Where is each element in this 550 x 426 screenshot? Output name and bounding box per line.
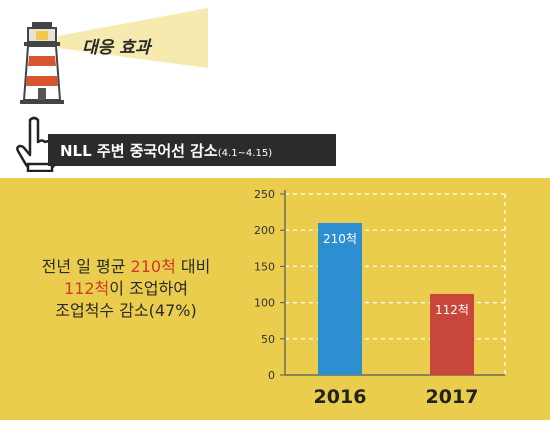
summary-text-part: 전년 일 평균 (41, 257, 131, 276)
summary-highlight-2016: 210척 (130, 257, 176, 276)
summary-highlight-2017: 112척 (64, 279, 110, 298)
title-period: (4.1~4.15) (217, 148, 273, 159)
y-tick-label: 100 (254, 297, 275, 310)
y-tick-label: 0 (268, 369, 275, 382)
y-tick-label: 250 (254, 188, 275, 201)
bar-2017 (430, 293, 474, 375)
summary-line-1: 전년 일 평균 210척 대비 (10, 256, 242, 278)
lighthouse-icon (20, 22, 64, 104)
summary-text: 전년 일 평균 210척 대비 112척이 조업하여 조업척수 감소(47%) (10, 256, 242, 322)
data-label: 112척 (435, 303, 469, 317)
summary-text-part: 이 조업하여 (109, 279, 188, 298)
x-tick-label: 2017 (426, 386, 479, 408)
summary-text-part: 대비 (175, 257, 211, 276)
x-tick-label: 2016 (314, 386, 367, 408)
title-main: NLL 주변 중국어선 감소 (60, 142, 218, 160)
y-tick-label: 150 (254, 260, 275, 273)
light-beam-icon (58, 8, 208, 68)
bar-2016 (318, 222, 362, 375)
bottom-strip (0, 420, 550, 426)
data-label: 210척 (323, 232, 357, 246)
title-text: NLL 주변 중국어선 감소(4.1~4.15) (60, 140, 272, 161)
header-area: 대응 효과 NLL 주변 중국어선 감소(4.1~4.15) (0, 0, 550, 178)
y-tick-label: 50 (261, 333, 275, 346)
summary-line-3: 조업척수 감소(47%) (55, 301, 197, 320)
effect-label: 대응 효과 (82, 38, 151, 58)
title-bar: NLL 주변 중국어선 감소(4.1~4.15) (48, 134, 336, 166)
bar-chart: 0 50 100 150 200 250 210척 2016 112척 2017 (254, 188, 506, 408)
summary-line-2: 112척이 조업하여 (10, 278, 242, 300)
y-tick-label: 200 (254, 224, 275, 237)
